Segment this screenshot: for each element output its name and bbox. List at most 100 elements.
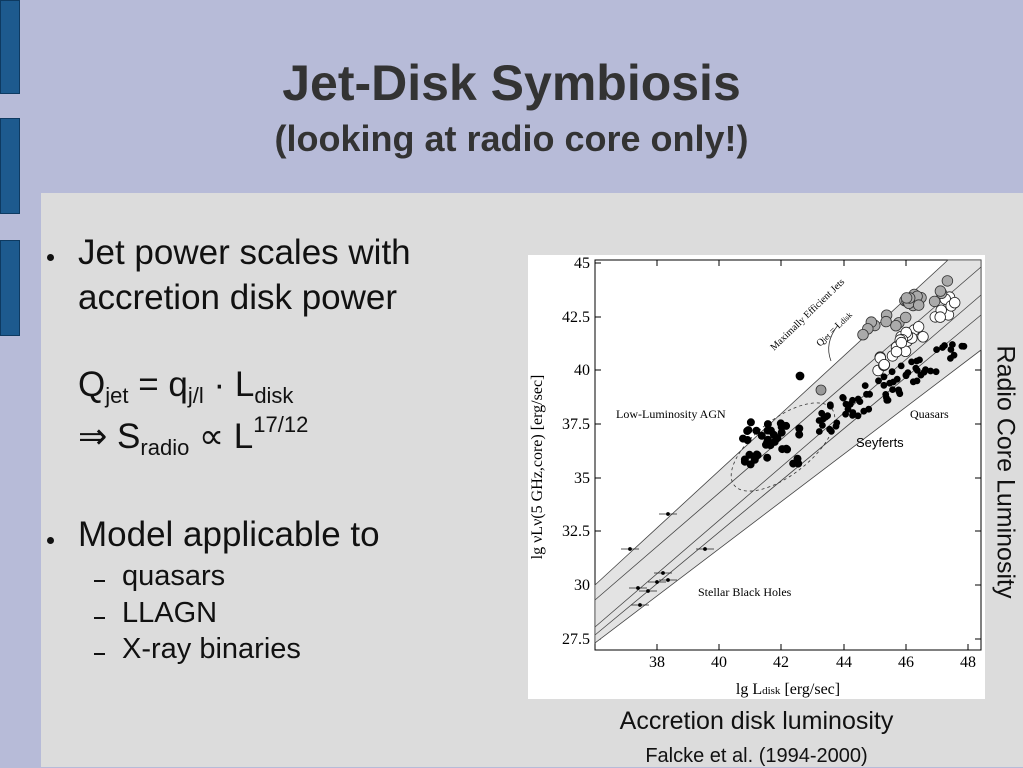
grey-point (941, 275, 954, 287)
subitem-xray-binaries: X-ray binaries (122, 633, 301, 665)
x-tick-label-38: 38 (649, 654, 665, 671)
quasar-point (897, 362, 905, 370)
band-line-2 (594, 294, 982, 628)
y-tick-label-40: 40 (574, 362, 590, 379)
quasar-point (875, 377, 882, 385)
quasar-point (815, 428, 823, 435)
formula-jet-power: Qjet = qj/l · Ldisk (78, 365, 294, 408)
radio-core-luminosity-label: Radio Core Luminosity (991, 345, 1020, 599)
stellar-point (666, 578, 670, 582)
quasar-point (842, 410, 850, 418)
open-point (878, 358, 890, 371)
subitem-llagn: LLAGN (122, 597, 218, 629)
x-tick-label-40: 40 (711, 654, 727, 671)
y-tick-label-37-5: 37.5 (562, 416, 590, 433)
stellar-point (646, 589, 650, 593)
quasar-point (946, 355, 954, 362)
quasar-point (916, 356, 923, 364)
plot-figure: 38 40 42 44 46 48 45 42.5 40 37.5 35 32.… (528, 255, 985, 699)
dash-3 (94, 653, 105, 655)
region-label-seyferts: Seyferts (856, 435, 904, 450)
x-tick-label-44: 44 (836, 654, 852, 671)
quasar-point (933, 346, 941, 353)
open-point (917, 331, 929, 343)
llagn-point (752, 426, 761, 435)
quasar-point (888, 368, 896, 376)
llagn-point (744, 426, 753, 435)
grey-point (900, 292, 913, 304)
quasar-point (826, 402, 834, 410)
llagn-point (752, 450, 761, 459)
quasar-point (880, 381, 888, 389)
quasar-point (880, 373, 888, 381)
grey-point (890, 319, 902, 332)
quasar-point (826, 425, 834, 433)
quasar-point (861, 382, 869, 390)
quasar-point (904, 369, 912, 376)
quasar-point (882, 390, 890, 398)
quasar-point (958, 342, 966, 350)
grey-point (815, 384, 827, 396)
llagn-point (782, 421, 791, 430)
quasar-point (849, 409, 857, 416)
region-label-llagn: Low-Luminosity AGN (616, 407, 726, 421)
y-tick-labels: 45 42.5 40 37.5 35 32.5 30 27.5 (562, 255, 590, 648)
open-point (912, 321, 925, 333)
caption-accretion: Accretion disk luminosity (619, 707, 894, 735)
subitem-quasars: quasars (122, 560, 226, 592)
grey-point (857, 328, 869, 341)
quasar-point (818, 421, 826, 429)
side-tab-2 (0, 118, 20, 214)
bullet-1-line-2: accretion disk power (78, 278, 398, 317)
x-tick-labels: 38 40 42 44 46 48 (649, 654, 976, 671)
bullet-1-line-1: Jet power scales with (78, 233, 411, 272)
quasar-point (927, 367, 935, 375)
quasar-point (854, 395, 862, 403)
llagn-point (740, 457, 749, 466)
open-point (949, 297, 961, 309)
bullet-dot-1 (47, 254, 54, 261)
slide-title: Jet-Disk Symbiosis (282, 55, 741, 111)
open-point (890, 345, 903, 358)
dash-2 (94, 617, 105, 619)
stellar-point (666, 512, 670, 516)
stellar-point (636, 586, 640, 590)
grey-point (913, 299, 925, 311)
llagn-point (777, 428, 786, 437)
x-tick-label-48: 48 (960, 654, 976, 671)
quasar-point (849, 396, 856, 404)
grey-point (880, 315, 892, 328)
llagn-point (763, 435, 772, 444)
side-tab-1 (0, 0, 20, 94)
stellar-point (638, 603, 642, 607)
grey-point (934, 285, 947, 297)
llagn-point (782, 444, 791, 453)
quasar-point (839, 393, 847, 401)
y-tick-label-27-5: 27.5 (562, 631, 590, 648)
slide-subtitle: (looking at radio core only!) (274, 118, 749, 159)
dash-1 (94, 580, 105, 582)
llagn-point (795, 371, 805, 381)
quasar-point (889, 386, 897, 394)
credit-falcke: Falcke et al. (1994-2000) (645, 745, 868, 767)
quasar-point (866, 390, 874, 398)
quasar-point (939, 344, 946, 351)
x-tick-label-42: 42 (773, 654, 789, 671)
y-tick-label-30: 30 (574, 577, 590, 594)
llagn-point (738, 434, 747, 443)
llagn-point (793, 454, 802, 463)
formula-radio-scaling: ⇒ Sradio ∝ L17/12 (78, 412, 309, 460)
llagn-point (795, 430, 804, 439)
llagn-point (746, 418, 755, 427)
grey-point (928, 295, 941, 308)
max-eff-arrow (828, 324, 839, 362)
quasar-point (912, 364, 920, 372)
open-point (934, 311, 946, 323)
quasar-point (932, 368, 940, 376)
side-tab-3 (0, 240, 20, 336)
llagn-point (757, 431, 766, 440)
quasar-point (889, 378, 897, 386)
quasar-point (819, 415, 827, 423)
llagn-point (765, 426, 774, 435)
grey-point (900, 311, 912, 324)
